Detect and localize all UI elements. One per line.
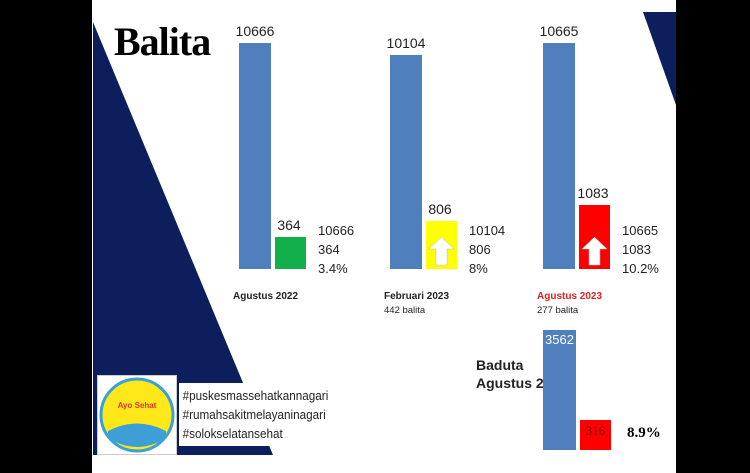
baduta-total-bar: 3562 [543, 330, 576, 450]
hashtag: #puskesmassehatkannagari [182, 388, 329, 403]
svg-text:Ayo Sehat: Ayo Sehat [118, 401, 157, 410]
case-label: 1083 [577, 185, 609, 201]
baduta-total-label: 3562 [545, 332, 574, 347]
hashtag: #solokselatansehat [182, 426, 283, 441]
up-arrow-icon [428, 236, 455, 266]
total-label: 10104 [386, 34, 426, 51]
hashtag-box: #puskesmassehatkannagari #rumahsakitmela… [179, 383, 331, 446]
case-bar [579, 205, 610, 269]
side-percent: 8% [469, 261, 488, 276]
total-label: 10666 [235, 23, 275, 39]
logo: Ayo Sehat [97, 375, 177, 455]
side-total: 10104 [469, 223, 506, 238]
side-total: 10665 [622, 223, 659, 238]
hashtag: #rumahsakitmelayaninagari [182, 407, 326, 422]
case-label: 364 [277, 217, 301, 233]
case-label: 806 [428, 201, 452, 218]
page-title: Balita [114, 19, 211, 64]
left-navy-triangle [93, 22, 273, 455]
side-values: 10665 1083 10.2% [622, 221, 659, 278]
side-cases: 1083 [622, 242, 651, 257]
period-label: Agustus 2022 [233, 291, 299, 302]
case-bar [275, 237, 306, 269]
side-total: 10666 [318, 223, 355, 238]
side-values: 10104 806 8% [469, 221, 505, 278]
side-cases: 364 [318, 242, 340, 257]
baduta-case-label: 316 [585, 423, 606, 438]
period-label: Agustus 2023 [537, 291, 603, 302]
case-bar [426, 221, 457, 269]
side-percent: 3.4% [318, 261, 348, 276]
up-arrow-icon [581, 236, 608, 266]
total-bar [543, 43, 575, 269]
total-bar [239, 43, 271, 269]
period-sublabel: 442 balita [384, 305, 426, 316]
total-label: 10665 [539, 23, 579, 40]
side-values: 10666 364 3.4% [318, 221, 354, 278]
baduta-case-bar: 316 [580, 420, 611, 450]
background-shapes [93, 12, 676, 455]
baduta-label-line1: Baduta [476, 357, 524, 373]
side-cases: 806 [469, 242, 491, 257]
total-bar [390, 54, 422, 269]
period-label: Februari 2023 [384, 291, 450, 302]
side-percent: 10.2% [622, 261, 659, 276]
baduta-percent: 8.9% [627, 425, 661, 441]
slide: Balita 10666 364 10666 364 3.4% Agustus … [92, 0, 676, 473]
right-navy-triangle [643, 12, 676, 105]
period-sublabel: 277 balita [537, 305, 579, 316]
